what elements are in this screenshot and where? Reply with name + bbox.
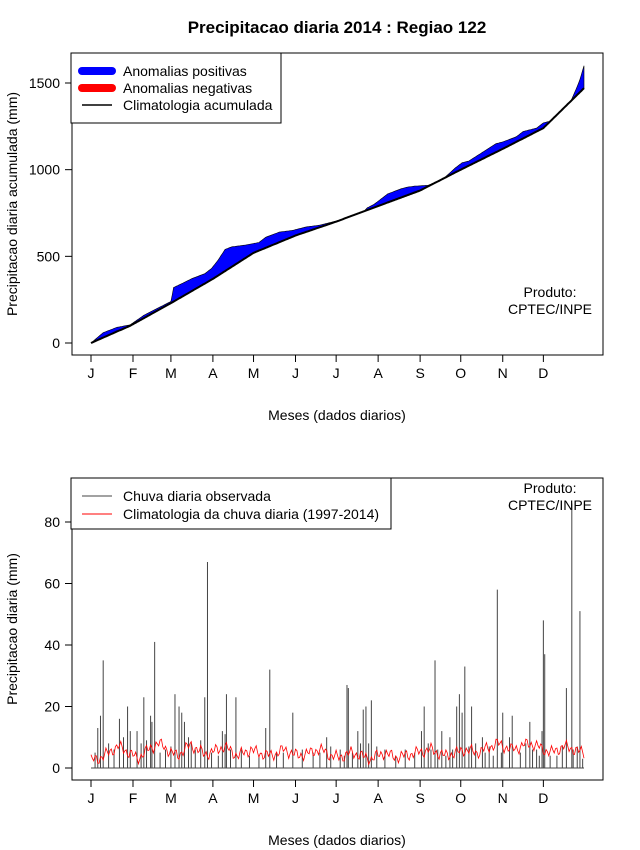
ytick-label: 60: [44, 576, 60, 592]
xtick-label-m: M: [248, 365, 260, 381]
climatology-line: [90, 87, 585, 344]
chart-title: Precipitacao diaria 2014 : Regiao 122: [188, 18, 487, 37]
ytick-label: 20: [44, 699, 60, 715]
legend-positive-label: Anomalias positivas: [123, 63, 247, 79]
product-label-1b: CPTEC/INPE: [508, 301, 592, 317]
y-axis-1: 0 500 1000 1500: [29, 75, 73, 351]
climatology-daily-line: [90, 738, 585, 766]
legend-observed-label: Chuva diaria observada: [123, 488, 271, 504]
xlabel-2: Meses (dados diarios): [268, 832, 406, 848]
xtick-label-n: N: [498, 790, 508, 806]
ylabel-1: Precipitacao diaria acumulada (mm): [4, 92, 20, 316]
legend-climatology-label: Climatologia acumulada: [123, 97, 273, 113]
ytick-label: 40: [44, 637, 60, 653]
xtick-label-m: M: [165, 790, 177, 806]
ytick-label: 80: [44, 514, 60, 530]
xtick-label-o: O: [455, 365, 466, 381]
xtick-label-o: O: [455, 790, 466, 806]
xlabel-1: Meses (dados diarios): [268, 407, 406, 423]
xtick-label-a: A: [373, 790, 383, 806]
legend-2: Chuva diaria observada Climatologia da c…: [70, 477, 392, 530]
xtick-label-j: J: [88, 790, 95, 806]
observed-rain-bars: [91, 503, 584, 769]
product-label-2b: CPTEC/INPE: [508, 497, 592, 513]
ytick-label: 1500: [29, 75, 60, 91]
xtick-label-f: F: [129, 365, 138, 381]
xtick-label-a: A: [208, 790, 218, 806]
xtick-label-j: J: [88, 365, 95, 381]
xtick-label-j: J: [333, 790, 340, 806]
cumulative-panel: 0 500 1000 1500 J F M A M J J A S O N D Precipitacao d…: [4, 52, 604, 423]
legend-clim-label: Climatologia da chuva diaria (1997-2014): [123, 506, 379, 522]
xtick-label-j: J: [333, 365, 340, 381]
ytick-label: 1000: [29, 162, 60, 178]
legend-negative-label: Anomalias negativas: [123, 80, 252, 96]
xtick-label-a: A: [208, 365, 218, 381]
xtick-label-j: J: [292, 365, 299, 381]
ylabel-2: Precipitacao diaria (mm): [4, 553, 20, 705]
xtick-label-d: D: [538, 365, 548, 381]
product-label-1a: Produto:: [524, 284, 577, 300]
ytick-label: 0: [52, 760, 60, 776]
xtick-label-s: S: [415, 365, 424, 381]
xtick-label-a: A: [373, 365, 383, 381]
daily-panel: 0 20 40 60 80 J F M A M J J A S O N D Precipitacao diar…: [4, 477, 604, 848]
y-axis-2: 0 20 40 60 80: [44, 514, 73, 776]
xtick-label-f: F: [129, 790, 138, 806]
xtick-label-m: M: [165, 365, 177, 381]
ytick-label: 0: [52, 335, 60, 351]
product-label-2a: Produto:: [524, 480, 577, 496]
legend-1: Anomalias positivas Anomalias negativas …: [70, 52, 282, 124]
xtick-label-j: J: [292, 790, 299, 806]
xtick-label-m: M: [248, 790, 260, 806]
ytick-label: 500: [37, 248, 61, 264]
xtick-label-d: D: [538, 790, 548, 806]
xtick-label-n: N: [498, 365, 508, 381]
xtick-label-s: S: [415, 790, 424, 806]
